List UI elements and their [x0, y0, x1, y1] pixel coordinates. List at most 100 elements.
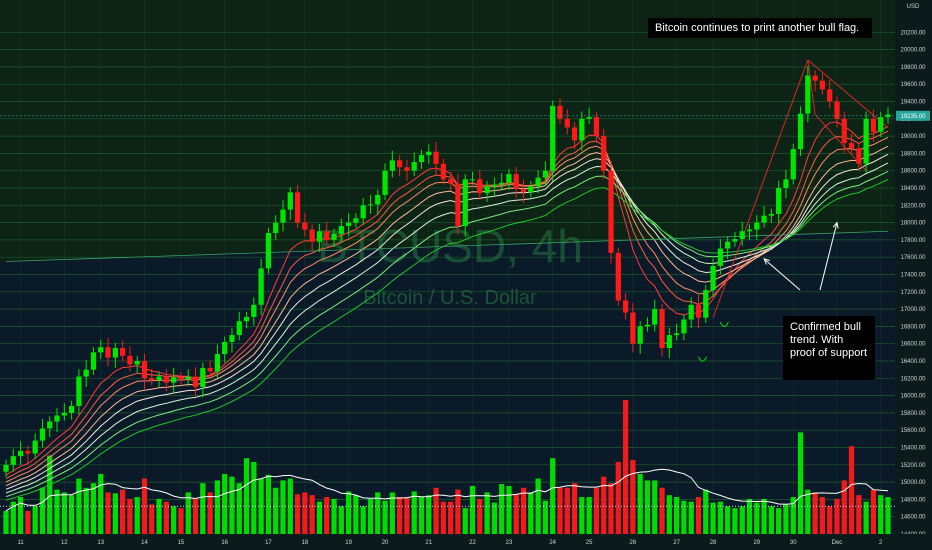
chart-background: [0, 0, 895, 534]
candle-body: [243, 316, 250, 322]
volume-bar: [345, 491, 352, 534]
volume-bar: [673, 497, 680, 534]
candle-body: [725, 241, 731, 249]
volume-bar: [579, 497, 585, 534]
volume-bar: [61, 492, 67, 534]
candle-body: [659, 309, 665, 349]
candle-body: [396, 160, 403, 168]
volume-bar: [593, 487, 600, 534]
volume-bar: [462, 508, 468, 534]
watermark-description: Bitcoin / U.S. Dollar: [363, 287, 537, 309]
volume-bar: [725, 506, 731, 534]
support-hook-mark: [698, 356, 707, 362]
candle-body: [32, 440, 38, 454]
volume-bar: [513, 494, 519, 534]
candle-body: [834, 101, 840, 119]
candle-body: [491, 184, 498, 187]
price-tick-label: 18800.00: [900, 151, 926, 157]
candle-body: [542, 170, 549, 178]
candle-body: [389, 160, 395, 171]
volume-bar: [717, 501, 723, 534]
candle-body: [273, 222, 279, 233]
volume-bar: [280, 480, 286, 534]
volume-bar: [477, 498, 483, 534]
candle-body: [535, 177, 541, 187]
volume-bar: [856, 495, 862, 534]
price-tick-label: 15600.00: [900, 428, 926, 434]
annotation-bull-flag[interactable]: Bitcoin continues to print another bull …: [648, 18, 872, 38]
volume-bar: [367, 498, 374, 534]
candle-body: [265, 232, 272, 269]
volume-bar: [484, 492, 490, 534]
volume-bar: [790, 497, 796, 534]
volume-bar: [229, 476, 235, 534]
volume-bar: [520, 487, 527, 534]
last-price-badge: [896, 110, 930, 121]
candle-body: [520, 188, 527, 193]
volume-bar: [418, 497, 425, 534]
volume-bar: [499, 484, 505, 534]
price-tick-label: 16200.00: [900, 376, 926, 382]
volume-bar: [178, 508, 184, 534]
candle-body: [601, 136, 607, 171]
volume-bars: [3, 400, 891, 534]
price-tick-label: 19400.00: [900, 100, 926, 106]
candle-body: [302, 222, 308, 230]
candle-body: [222, 341, 228, 355]
time-tick-label: 15: [178, 540, 185, 546]
volume-bar: [834, 498, 840, 534]
annotation-bull-trend[interactable]: Confirmed bull trend. With proof of supp…: [783, 316, 875, 380]
volume-bar: [10, 501, 16, 534]
price-tick-label: 14600.00: [900, 515, 926, 521]
candle-body: [207, 367, 213, 372]
volume-bar: [17, 497, 24, 534]
volume-bar: [353, 495, 359, 534]
candle-body: [695, 304, 702, 318]
candle-body: [214, 354, 221, 372]
candlesticks: [3, 66, 891, 477]
volume-bar: [338, 506, 344, 534]
time-tick-label: 30: [790, 540, 797, 546]
candle-body: [171, 377, 177, 383]
ribbon-line: [5, 145, 889, 487]
candle-body: [717, 248, 723, 266]
volume-bar: [739, 506, 745, 534]
candle-body: [25, 450, 31, 454]
price-axis[interactable]: USD 14400.0014600.0014800.0015000.001520…: [895, 0, 932, 550]
volume-bar: [885, 497, 891, 534]
price-tick-label: 20200.00: [900, 30, 926, 36]
ribbon-line: [5, 170, 889, 498]
candle-body: [681, 319, 687, 334]
volume-bar: [98, 473, 104, 534]
volume-bar: [25, 510, 31, 534]
volume-bar: [812, 492, 818, 534]
time-tick-label: 17: [265, 540, 272, 546]
candle-body: [426, 151, 432, 156]
candle-body: [739, 231, 745, 240]
volume-bar: [236, 483, 242, 534]
candle-body: [353, 218, 359, 223]
volume-bar: [265, 474, 272, 534]
candle-body: [805, 75, 811, 114]
volume-bar: [433, 487, 439, 534]
candle-body: [550, 105, 556, 171]
volume-bar: [754, 502, 760, 534]
volume-bar: [688, 501, 694, 534]
time-axis[interactable]: 11 12 13 14 15 16 17 18 19 20 21 22 23 24 25 26 27 28 29 30…: [0, 534, 932, 550]
candle-body: [513, 174, 519, 189]
candle-body: [564, 118, 570, 128]
volume-bar: [761, 498, 767, 534]
candle-body: [732, 239, 738, 242]
support-arrow-right: [819, 222, 838, 291]
volume-bar: [528, 492, 534, 534]
volume-bar: [331, 498, 337, 534]
candle-body: [258, 268, 264, 305]
volume-bar: [550, 458, 556, 534]
candle-body: [404, 167, 410, 171]
rally-trend-line: [712, 59, 809, 318]
price-tick-label: 17600.00: [900, 255, 926, 261]
volume-bar: [134, 497, 140, 534]
price-tick-label: 19000.00: [900, 134, 926, 140]
candle-body: [615, 252, 621, 301]
